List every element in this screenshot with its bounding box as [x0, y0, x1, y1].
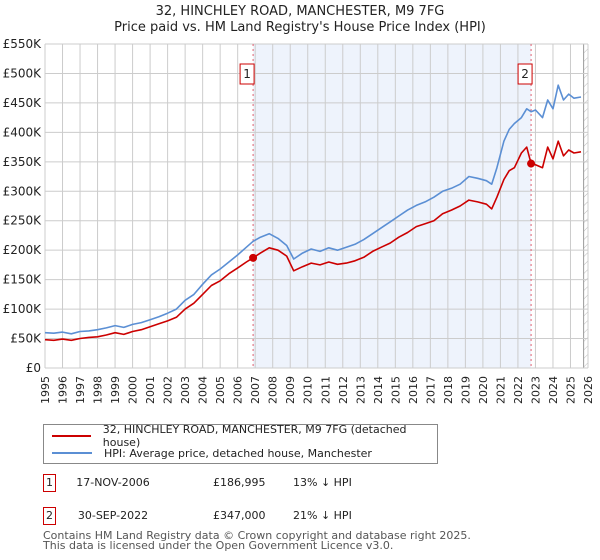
- footer-licence: This data is licensed under the Open Gov…: [43, 539, 394, 552]
- sale-hpi-diff: 21% ↓ HPI: [293, 509, 352, 522]
- x-tick-label: 2013: [354, 376, 367, 404]
- sale-date: 30-SEP-2022: [77, 509, 149, 522]
- legend: 32, HINCHLEY ROAD, MANCHESTER, M9 7FG (d…: [43, 423, 438, 464]
- x-tick-label: 2005: [214, 376, 227, 404]
- x-tick-label: 1999: [109, 376, 122, 404]
- sale-date: 17-NOV-2006: [76, 476, 150, 489]
- x-tick-label: 2014: [372, 376, 385, 404]
- ownership-period-shade: [253, 44, 532, 368]
- y-tick-label: £150K: [3, 273, 43, 287]
- x-tick-label: 2015: [389, 376, 402, 404]
- x-tick-label: 1996: [57, 376, 70, 404]
- sale-price: £186,995: [213, 476, 266, 489]
- x-tick-label: 2000: [127, 376, 140, 404]
- sale-point: [527, 159, 536, 168]
- y-tick-label: £200K: [3, 243, 43, 257]
- x-tick-label: 2012: [337, 376, 350, 404]
- x-tick-label: 2016: [407, 376, 420, 404]
- x-tick-label: 2024: [547, 376, 560, 404]
- x-tick-label: 1995: [39, 376, 52, 404]
- sale-marker-label: 1: [243, 67, 251, 81]
- y-tick-label: £250K: [3, 214, 43, 228]
- chart-title: 32, HINCHLEY ROAD, MANCHESTER, M9 7FG: [155, 4, 445, 19]
- x-tick-label: 2001: [144, 376, 157, 404]
- x-tick-label: 2008: [267, 376, 280, 404]
- x-tick-label: 2017: [424, 376, 437, 404]
- legend-label-property: 32, HINCHLEY ROAD, MANCHESTER, M9 7FG (d…: [102, 423, 407, 449]
- x-tick-label: 2019: [459, 376, 472, 404]
- x-tick-label: 2010: [302, 376, 315, 404]
- sale-point: [249, 253, 258, 262]
- sale-number-badge: 1: [43, 474, 56, 492]
- x-tick-label: 2021: [494, 376, 507, 404]
- x-tick-label: 2009: [284, 376, 297, 404]
- y-tick-label: £50K: [10, 332, 42, 346]
- sale-row: 2 30-SEP-2022 £347,000 21% ↓ HPI: [43, 507, 443, 527]
- x-tick-label: 2007: [249, 376, 262, 404]
- x-tick-label: 2006: [232, 376, 245, 404]
- property-price-line: [44, 140, 582, 342]
- legend-swatch-hpi: [52, 452, 92, 454]
- x-tick-label: 1998: [92, 376, 105, 404]
- y-tick-label: £350K: [3, 155, 43, 169]
- x-tick-label: 2022: [512, 376, 525, 404]
- sale-price: £347,000: [213, 509, 266, 522]
- legend-item-hpi: HPI: Average price, detached house, Manc…: [52, 445, 372, 461]
- chart-subtitle: Price paid vs. HM Land Registry's House …: [114, 20, 486, 35]
- x-tick-label: 2004: [197, 376, 210, 404]
- y-tick-label: £0: [26, 361, 41, 375]
- y-tick-label: £100K: [3, 302, 43, 316]
- y-tick-label: £550K: [3, 37, 43, 51]
- y-tick-label: £450K: [3, 96, 43, 110]
- x-tick-label: 2002: [162, 376, 175, 404]
- y-tick-label: £500K: [3, 66, 43, 80]
- legend-item-property: 32, HINCHLEY ROAD, MANCHESTER, M9 7FG (d…: [52, 423, 437, 449]
- sale-marker-label: 2: [521, 67, 529, 81]
- legend-swatch-property: [52, 435, 91, 437]
- sale-row: 1 17-NOV-2006 £186,995 13% ↓ HPI: [43, 474, 443, 494]
- legend-label-hpi: HPI: Average price, detached house, Manc…: [104, 446, 372, 460]
- hpi-line: [44, 84, 582, 335]
- x-tick-label: 2018: [442, 376, 455, 404]
- sale-marker-box: [239, 63, 255, 85]
- y-tick-label: £400K: [3, 125, 43, 139]
- sale-number-badge: 2: [43, 507, 56, 525]
- x-tick-label: 2020: [477, 376, 490, 404]
- x-tick-label: 1997: [74, 376, 87, 404]
- x-tick-label: 2023: [529, 376, 542, 404]
- footer-copyright: Contains HM Land Registry data © Crown c…: [43, 529, 471, 542]
- y-tick-label: £300K: [3, 184, 43, 198]
- future-hatch-region: [583, 44, 588, 368]
- x-tick-label: 2011: [319, 376, 332, 404]
- x-tick-label: 2025: [564, 376, 577, 404]
- sale-marker-box: [517, 63, 533, 85]
- sale-hpi-diff: 13% ↓ HPI: [293, 476, 352, 489]
- x-tick-label: 2003: [179, 376, 192, 404]
- price-chart: 1 2 1995 1996 1997 1998 1999 2000 2001 2002 2003 2…: [3, 37, 595, 404]
- footer: Contains HM Land Registry data © Crown c…: [43, 529, 471, 552]
- x-tick-label: 2026: [582, 376, 595, 404]
